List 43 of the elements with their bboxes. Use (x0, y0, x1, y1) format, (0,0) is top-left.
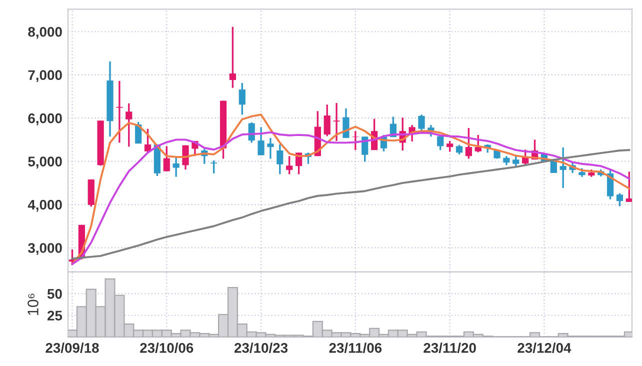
x-tick-label: 23/11/06 (329, 342, 382, 353)
candlestick (276, 144, 284, 176)
y-tick-label: 5,000 (28, 156, 62, 168)
y-tick-label: 7,000 (28, 70, 62, 82)
y-axis-title: 10⁶ (28, 294, 38, 315)
candlestick (503, 155, 510, 166)
y-tick-label: 50 (47, 288, 62, 299)
candlestick (163, 145, 170, 172)
x-tick-label: 23/09/18 (46, 342, 99, 353)
candlestick (258, 126, 264, 156)
x-tick-label: 23/11/20 (424, 342, 476, 353)
candlestick (512, 154, 520, 168)
candlestick (437, 134, 444, 151)
candlestick (324, 104, 330, 138)
y-tick-label: 8,000 (28, 26, 62, 39)
candlestick (352, 130, 359, 151)
candlestick (286, 155, 293, 176)
candlestick (362, 136, 368, 163)
candlestick (229, 26, 236, 89)
candlestick (342, 108, 350, 139)
y-tick-label: 4,000 (28, 200, 62, 212)
x-tick-label: 23/10/06 (140, 342, 194, 353)
candlestick (474, 134, 482, 154)
candlestick (210, 160, 218, 174)
candlestick (560, 146, 566, 189)
candlestick (465, 127, 472, 160)
y-tick-label: 25 (47, 310, 62, 321)
y-tick-label: 3,000 (28, 243, 62, 255)
candlestick (456, 144, 463, 156)
candlestick (550, 158, 557, 174)
candlestick (238, 82, 246, 116)
candlestick (446, 140, 454, 153)
candlestick (267, 137, 274, 160)
x-tick-label: 23/12/04 (518, 342, 572, 353)
y-tick-label: 6,000 (28, 113, 62, 126)
candlestick (626, 170, 632, 203)
candlestick (333, 102, 340, 142)
candlestick (616, 192, 624, 208)
candlestick (418, 114, 425, 132)
candlestick (126, 102, 132, 148)
candlestick (144, 128, 152, 154)
x-tick-label: 23/10/23 (234, 342, 288, 353)
candlestick (172, 155, 180, 178)
